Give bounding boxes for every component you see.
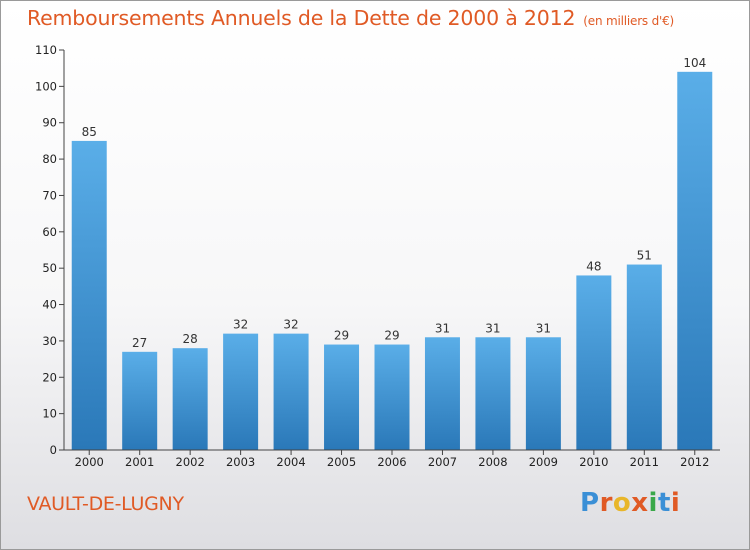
proxiti-logo: Proxiti xyxy=(580,488,680,518)
logo-letter: i xyxy=(670,488,681,518)
x-tick-label-2005: 2005 xyxy=(327,455,356,469)
bar-2006 xyxy=(374,344,410,450)
y-tick-label: 50 xyxy=(42,261,57,275)
logo-letter: r xyxy=(599,488,613,518)
data-label-2003: 32 xyxy=(233,318,248,332)
y-tick-label: 110 xyxy=(35,43,57,57)
y-tick-label: 20 xyxy=(42,370,57,384)
chart-title: Remboursements Annuels de la Dette de 20… xyxy=(27,6,674,30)
y-tick-label: 60 xyxy=(42,225,57,239)
data-label-2002: 28 xyxy=(183,332,198,346)
bar-2012 xyxy=(677,71,713,451)
x-tick-label-2003: 2003 xyxy=(226,455,255,469)
bar-2007 xyxy=(424,337,460,450)
data-label-2012: 104 xyxy=(683,56,706,70)
x-tick-label-2001: 2001 xyxy=(125,455,154,469)
x-tick-label-2000: 2000 xyxy=(75,455,104,469)
data-label-2006: 29 xyxy=(384,329,399,343)
x-tick-label-2004: 2004 xyxy=(276,455,305,469)
x-tick-label-2009: 2009 xyxy=(529,455,558,469)
bar-2011 xyxy=(626,264,662,450)
bars: 85 27 28 32 32 29 29 31 31 31 48 51 104 xyxy=(71,56,713,451)
y-tick-label: 10 xyxy=(42,407,57,421)
logo-letter: P xyxy=(580,488,600,518)
logo-letter: o xyxy=(612,488,632,518)
data-label-2011: 51 xyxy=(637,249,652,263)
bar-2009 xyxy=(525,337,561,450)
data-label-2010: 48 xyxy=(586,259,601,273)
chart-unit: (en milliers d'€) xyxy=(583,14,675,28)
x-tick-label-2011: 2011 xyxy=(630,455,659,469)
y-tick-label: 0 xyxy=(50,443,57,457)
bar-2000 xyxy=(71,140,107,450)
bar-2002 xyxy=(172,348,208,450)
commune-name: VAULT-DE-LUGNY xyxy=(27,493,184,515)
x-axis: 2000 2001 2002 2003 2004 2005 2006 2007 2008 2009… xyxy=(64,449,720,469)
data-label-2009: 31 xyxy=(536,321,551,335)
y-tick-label: 100 xyxy=(35,79,57,93)
data-label-2007: 31 xyxy=(435,321,450,335)
bar-2010 xyxy=(576,275,612,450)
y-tick-label: 40 xyxy=(42,298,57,312)
data-label-2005: 29 xyxy=(334,329,349,343)
y-tick-label: 70 xyxy=(42,188,57,202)
y-tick-label: 80 xyxy=(42,152,57,166)
bar-2003 xyxy=(223,333,259,450)
bar-2008 xyxy=(475,337,511,450)
y-tick-label: 30 xyxy=(42,334,57,348)
x-tick-label-2012: 2012 xyxy=(680,455,709,469)
bar-2004 xyxy=(273,333,309,450)
x-tick-label-2010: 2010 xyxy=(579,455,608,469)
logo-letter: x xyxy=(631,488,649,518)
bar-2001 xyxy=(122,351,158,450)
logo-letter: t xyxy=(657,488,671,518)
x-tick-label-2006: 2006 xyxy=(377,455,406,469)
x-tick-label-2008: 2008 xyxy=(478,455,507,469)
x-tick-label-2002: 2002 xyxy=(176,455,205,469)
data-label-2000: 85 xyxy=(82,125,97,139)
bar-2005 xyxy=(324,344,360,450)
chart-title-text: Remboursements Annuels de la Dette de 20… xyxy=(27,6,576,30)
data-label-2004: 32 xyxy=(283,318,298,332)
data-label-2001: 27 xyxy=(132,336,147,350)
logo-letter: i xyxy=(648,488,658,518)
y-tick-label: 90 xyxy=(42,116,57,130)
y-axis: 0 10 20 30 40 50 60 70 80 90 100 110 xyxy=(35,43,65,457)
x-tick-label-2007: 2007 xyxy=(428,455,457,469)
data-label-2008: 31 xyxy=(485,321,500,335)
